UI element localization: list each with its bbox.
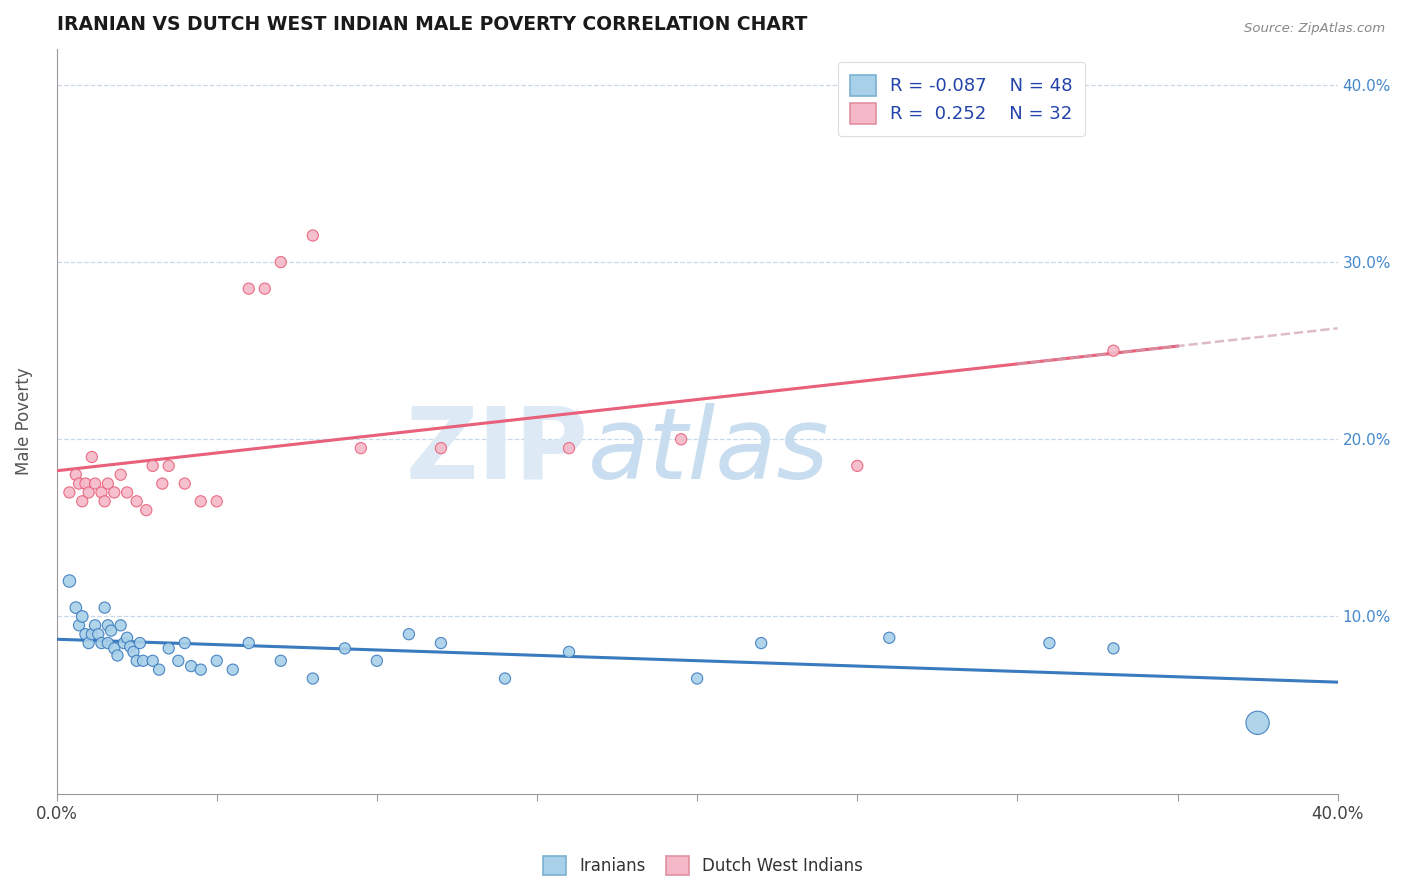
Point (58, 574, 80, 588)
Point (103, 641, 125, 656)
Text: atlas: atlas (588, 403, 830, 500)
Point (1102, 641, 1125, 656)
Point (142, 458, 165, 473)
Legend: Iranians, Dutch West Indians: Iranians, Dutch West Indians (536, 849, 870, 882)
Point (84, 618, 107, 632)
Point (333, 641, 356, 656)
Point (93, 494, 115, 508)
Point (70, 609, 93, 624)
Point (173, 636, 195, 650)
Point (669, 432, 692, 446)
Point (1246, 715, 1268, 730)
Point (238, 636, 260, 650)
Point (120, 640, 142, 654)
Point (128, 636, 150, 650)
Point (494, 672, 516, 686)
Point (205, 654, 228, 668)
Legend: R = -0.087    N = 48, R =  0.252    N = 32: R = -0.087 N = 48, R = 0.252 N = 32 (838, 62, 1085, 136)
Point (253, 282, 276, 296)
Point (173, 476, 195, 491)
Point (70, 494, 93, 508)
Point (142, 654, 165, 668)
Text: IRANIAN VS DUTCH WEST INDIAN MALE POVERTY CORRELATION CHART: IRANIAN VS DUTCH WEST INDIAN MALE POVERT… (56, 15, 807, 34)
Point (77, 636, 100, 650)
Point (97, 476, 120, 491)
Point (58, 485, 80, 500)
Point (75, 627, 97, 641)
Text: ZIP: ZIP (405, 403, 588, 500)
Point (67, 476, 90, 491)
Point (686, 672, 709, 686)
Point (90, 485, 112, 500)
Point (1038, 636, 1060, 650)
Point (132, 654, 155, 668)
Point (180, 659, 202, 673)
Point (398, 627, 420, 641)
Point (157, 458, 180, 473)
Text: Source: ZipAtlas.com: Source: ZipAtlas.com (1244, 22, 1385, 36)
Point (107, 648, 129, 663)
Point (430, 636, 453, 650)
Point (190, 663, 212, 677)
Point (65, 600, 87, 615)
Point (270, 654, 292, 668)
Point (222, 663, 245, 677)
Point (110, 467, 132, 482)
Point (115, 485, 138, 500)
Point (270, 255, 292, 269)
Point (135, 503, 157, 517)
Point (877, 631, 900, 645)
Point (558, 645, 581, 659)
Point (1102, 343, 1125, 358)
Point (157, 641, 180, 656)
Point (430, 441, 453, 455)
Point (80, 627, 103, 641)
Point (65, 467, 87, 482)
Point (77, 485, 100, 500)
Y-axis label: Male Poverty: Male Poverty (15, 368, 32, 475)
Point (115, 631, 138, 645)
Point (350, 441, 373, 455)
Point (301, 672, 323, 686)
Point (84, 476, 107, 491)
Point (749, 636, 772, 650)
Point (87, 627, 110, 641)
Point (103, 485, 125, 500)
Point (110, 618, 132, 632)
Point (122, 645, 145, 659)
Point (125, 654, 148, 668)
Point (93, 600, 115, 615)
Point (80, 450, 103, 464)
Point (75, 476, 97, 491)
Point (190, 494, 212, 508)
Point (148, 663, 170, 677)
Point (97, 618, 120, 632)
Point (167, 654, 190, 668)
Point (238, 282, 260, 296)
Point (100, 624, 122, 638)
Point (97, 636, 120, 650)
Point (366, 654, 388, 668)
Point (205, 494, 228, 508)
Point (558, 441, 581, 455)
Point (301, 228, 323, 243)
Point (112, 636, 135, 650)
Point (846, 458, 869, 473)
Point (150, 476, 173, 491)
Point (125, 494, 148, 508)
Point (67, 618, 90, 632)
Point (90, 636, 112, 650)
